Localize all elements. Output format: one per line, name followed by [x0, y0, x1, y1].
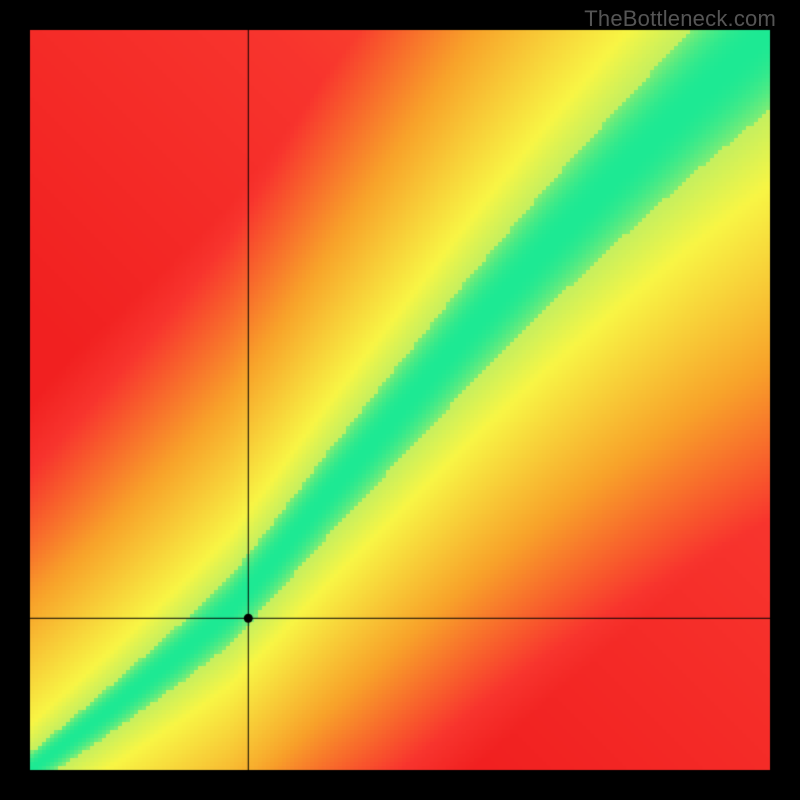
- chart-container: TheBottleneck.com: [0, 0, 800, 800]
- bottleneck-heatmap: [0, 0, 800, 800]
- watermark-text: TheBottleneck.com: [584, 6, 776, 32]
